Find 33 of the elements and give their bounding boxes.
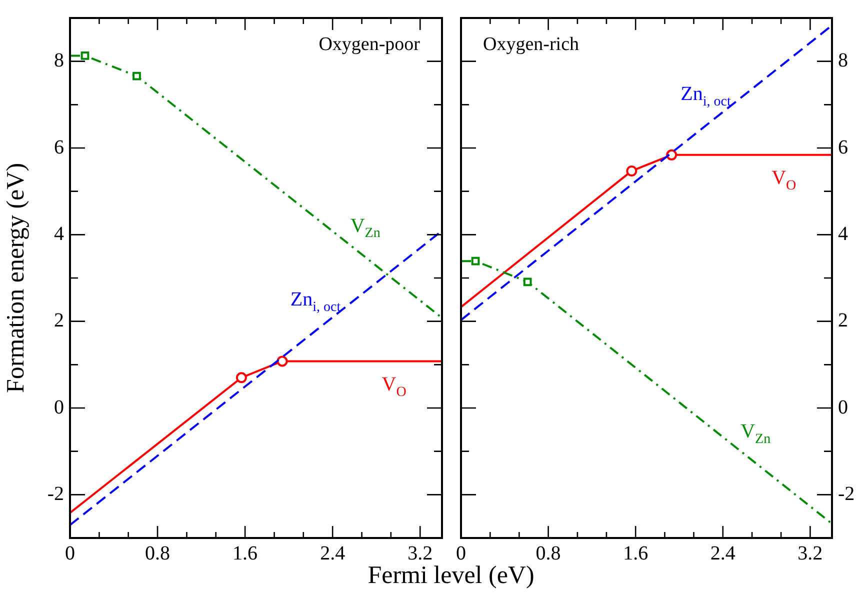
y-tick-label: 8 [838, 50, 848, 72]
point [80, 52, 90, 60]
y-tick-label: 8 [54, 50, 64, 72]
x-tick-label: 0.8 [536, 542, 561, 564]
y-tick-label: 4 [54, 222, 64, 245]
x-tick-label: 1.6 [232, 542, 258, 564]
point [666, 149, 678, 160]
text: Oxygen-poor [318, 34, 421, 55]
y-axis-title: Formation energy (eV) [2, 162, 30, 394]
y-tick-label: -2 [838, 482, 855, 505]
x-tick-label: 3.2 [408, 542, 433, 564]
x-tick-label: 2.4 [320, 542, 346, 564]
x-tick-label: 1.6 [623, 542, 648, 564]
y-tick-label: 0 [54, 396, 64, 418]
x-axis-title: Fermi level (eV) [368, 562, 534, 589]
x-tick-label: 2.4 [710, 542, 736, 564]
x-tick-label: 0.8 [145, 542, 170, 564]
point [626, 165, 638, 176]
x-tick-label: 3.2 [798, 542, 823, 564]
x-tick-label: 0 [456, 542, 466, 564]
y-tick-label: -2 [47, 482, 64, 505]
y-tick-label: 6 [838, 136, 848, 158]
point [523, 278, 532, 286]
y-tick-label: 2 [838, 310, 848, 332]
point [132, 72, 141, 80]
point [236, 372, 247, 384]
y-tick-label: 4 [838, 222, 848, 245]
y-tick-label: 2 [54, 310, 64, 332]
point [471, 256, 480, 266]
y-tick-label: 0 [838, 396, 848, 418]
text: Oxygen-rich [483, 34, 580, 55]
point [276, 356, 288, 367]
y-tick-label: 6 [54, 136, 64, 158]
